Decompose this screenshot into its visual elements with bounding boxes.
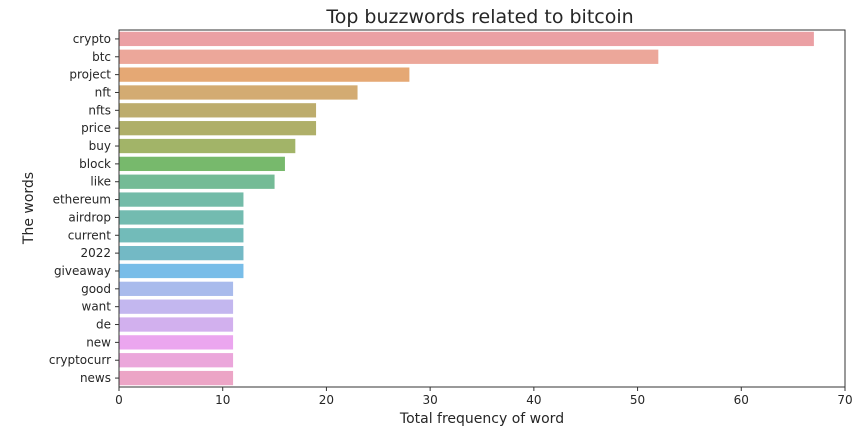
bar-price [119, 121, 317, 136]
plot-frame [118, 29, 846, 388]
bar-like [119, 174, 275, 189]
y-tick-label-current: current [68, 228, 112, 242]
y-tick-label-like: like [90, 175, 111, 189]
bar-good [119, 281, 234, 296]
x-tick-label-10: 10 [215, 393, 230, 407]
bar-giveaway [119, 263, 244, 279]
bar-nfts [119, 103, 317, 118]
y-tick-label-giveaway: giveaway [54, 264, 111, 278]
bar-btc [119, 49, 659, 64]
y-tick-label-btc: btc [92, 50, 111, 64]
y-tick-label-airdrop: airdrop [68, 210, 111, 224]
bar-ethereum [119, 192, 244, 207]
bar-new [119, 335, 234, 350]
x-tick-label-30: 30 [423, 393, 438, 407]
x-tick-label-40: 40 [526, 393, 541, 407]
y-tick-label-block: block [79, 157, 111, 171]
x-axis-label: Total frequency of word [399, 411, 564, 427]
bar-project [119, 67, 410, 82]
y-tick-label-2022: 2022 [80, 246, 111, 260]
bar-want [119, 299, 234, 314]
bars-group [119, 31, 814, 386]
x-tick-labels: 0 10 20 30 40 50 60 70 [115, 387, 853, 407]
bar-nft [119, 85, 358, 100]
x-tick-label-50: 50 [630, 393, 645, 407]
y-tick-label-project: project [69, 68, 111, 82]
y-tick-label-price: price [81, 121, 111, 135]
y-tick-label-want: want [82, 300, 112, 314]
y-tick-label-news: news [80, 371, 111, 385]
bar-2022 [119, 245, 244, 261]
x-tick-label-70: 70 [837, 393, 852, 407]
x-tick-label-60: 60 [734, 393, 749, 407]
y-tick-label-buy: buy [89, 139, 111, 153]
y-tick-label-cryptocurr: cryptocurr [49, 353, 111, 367]
chart-title: Top buzzwords related to bitcoin [325, 6, 633, 28]
y-tick-labels: crypto btc project nft nfts price buy block like… [49, 32, 119, 385]
bar-de [119, 317, 234, 332]
y-tick-label-ethereum: ethereum [53, 193, 111, 207]
bar-airdrop [119, 210, 244, 225]
y-axis-label: The words [21, 172, 37, 245]
y-tick-label-nfts: nfts [88, 103, 111, 117]
bar-crypto [119, 31, 814, 47]
y-tick-label-crypto: crypto [73, 32, 111, 46]
bar-news [119, 370, 234, 386]
y-tick-label-good: good [81, 282, 111, 296]
bar-block [119, 156, 285, 172]
x-tick-label-0: 0 [115, 393, 123, 407]
bar-current [119, 228, 244, 243]
x-tick-label-20: 20 [319, 393, 334, 407]
y-tick-label-de: de [96, 318, 111, 332]
bar-buy [119, 138, 296, 154]
y-tick-label-nft: nft [95, 85, 112, 99]
y-tick-label-new: new [86, 335, 111, 349]
bar-cryptocurr [119, 353, 234, 368]
